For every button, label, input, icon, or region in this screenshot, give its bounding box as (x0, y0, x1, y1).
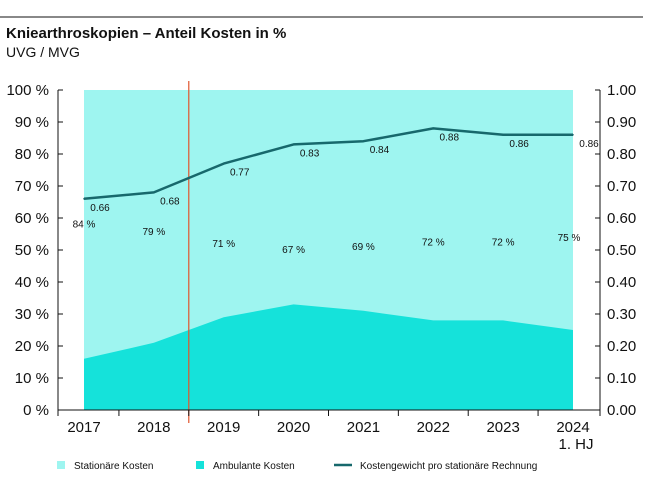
y-left-tick-label: 90 % (15, 114, 49, 131)
label-kostengewicht: 0.88 (440, 132, 460, 143)
label-stationaere-kosten: 75 % (558, 233, 581, 244)
y-right-tick-label: 0.20 (607, 338, 636, 355)
point-kostengewicht (222, 162, 225, 165)
label-kostengewicht: 0.77 (230, 168, 250, 179)
y-left-tick-label: 40 % (15, 274, 49, 291)
point-kostengewicht (83, 198, 85, 200)
plot-area (83, 81, 574, 423)
label-stationaere-kosten: 71 % (212, 239, 235, 250)
y-left-tick-label: 100 % (6, 82, 49, 99)
point-kostengewicht (572, 134, 574, 136)
y-right-tick-label: 0.10 (607, 370, 636, 387)
y-right-tick-label: 0.80 (607, 146, 636, 163)
x-tick-label: 2021 (347, 419, 380, 436)
label-stationaere-kosten: 84 % (73, 220, 96, 231)
label-stationaere-kosten: 67 % (282, 245, 305, 256)
y-right-tick-label: 0.70 (607, 178, 636, 195)
area-ambulante-kosten (84, 304, 573, 410)
chart-subtitle: UVG / MVG (6, 44, 80, 60)
label-kostengewicht: 0.66 (90, 203, 110, 214)
point-kostengewicht (362, 140, 365, 142)
y-left-tick-label: 70 % (15, 178, 49, 195)
point-kostengewicht (153, 191, 155, 194)
line-kostengewicht (83, 127, 573, 201)
label-kostengewicht: 0.86 (579, 139, 599, 150)
y-left-tick-label: 50 % (15, 242, 49, 259)
label-kostengewicht: 0.68 (160, 196, 180, 207)
x-tick-label: 2024 (556, 419, 589, 436)
legend-label-stationaer: Stationäre Kosten (74, 461, 154, 472)
x-tick-label: 2022 (417, 419, 450, 436)
label-kostengewicht: 0.86 (509, 139, 529, 150)
y-left-tick-label: 60 % (15, 210, 49, 227)
point-kostengewicht (502, 134, 504, 136)
y-right-tick-label: 0.30 (607, 306, 636, 323)
legend-swatch-ambulant (196, 461, 204, 469)
x-tick-label: 2020 (277, 419, 310, 436)
legend-label-kostengewicht: Kostengewicht pro stationäre Rechnung (360, 461, 537, 472)
label-kostengewicht: 0.84 (370, 145, 390, 156)
y-left-tick-label: 10 % (15, 370, 49, 387)
chart-title: Kniearthroskopien – Anteil Kosten in % (6, 25, 286, 42)
x-tick-sublabel: 1. HJ (558, 436, 593, 453)
x-tick-label: 2017 (67, 419, 100, 436)
x-tick-label: 2018 (137, 419, 170, 436)
label-stationaere-kosten: 79 % (142, 227, 165, 238)
label-kostengewicht: 0.83 (300, 148, 320, 159)
label-stationaere-kosten: 72 % (422, 238, 445, 249)
point-kostengewicht (432, 127, 435, 130)
legend-label-ambulant: Ambulante Kosten (213, 461, 295, 472)
y-right-tick-label: 0.90 (607, 114, 636, 131)
point-kostengewicht (292, 143, 295, 146)
y-right-tick-label: 0.60 (607, 210, 636, 227)
y-right-tick-label: 0.50 (607, 242, 636, 259)
data-labels: 0.66 0.68 0.77 0.83 0.84 0.88 0.86 0.86 84 % 79 %… (73, 132, 600, 256)
label-stationaere-kosten: 69 % (352, 242, 375, 253)
y-right-tick-label: 0.00 (607, 402, 636, 419)
y-left-tick-label: 30 % (15, 306, 49, 323)
legend-swatch-stationaer (57, 461, 65, 469)
y-left-tick-label: 20 % (15, 338, 49, 355)
y-left-tick-label: 80 % (15, 146, 49, 163)
y-right-tick-label: 0.40 (607, 274, 636, 291)
y-right-tick-label: 1.00 (607, 82, 636, 99)
label-stationaere-kosten: 72 % (492, 238, 515, 249)
y-left-tick-label: 0 % (23, 402, 49, 419)
legend: Stationäre Kosten Ambulante Kosten Koste… (57, 461, 537, 472)
x-tick-label: 2023 (486, 419, 519, 436)
x-tick-label: 2019 (207, 419, 240, 436)
